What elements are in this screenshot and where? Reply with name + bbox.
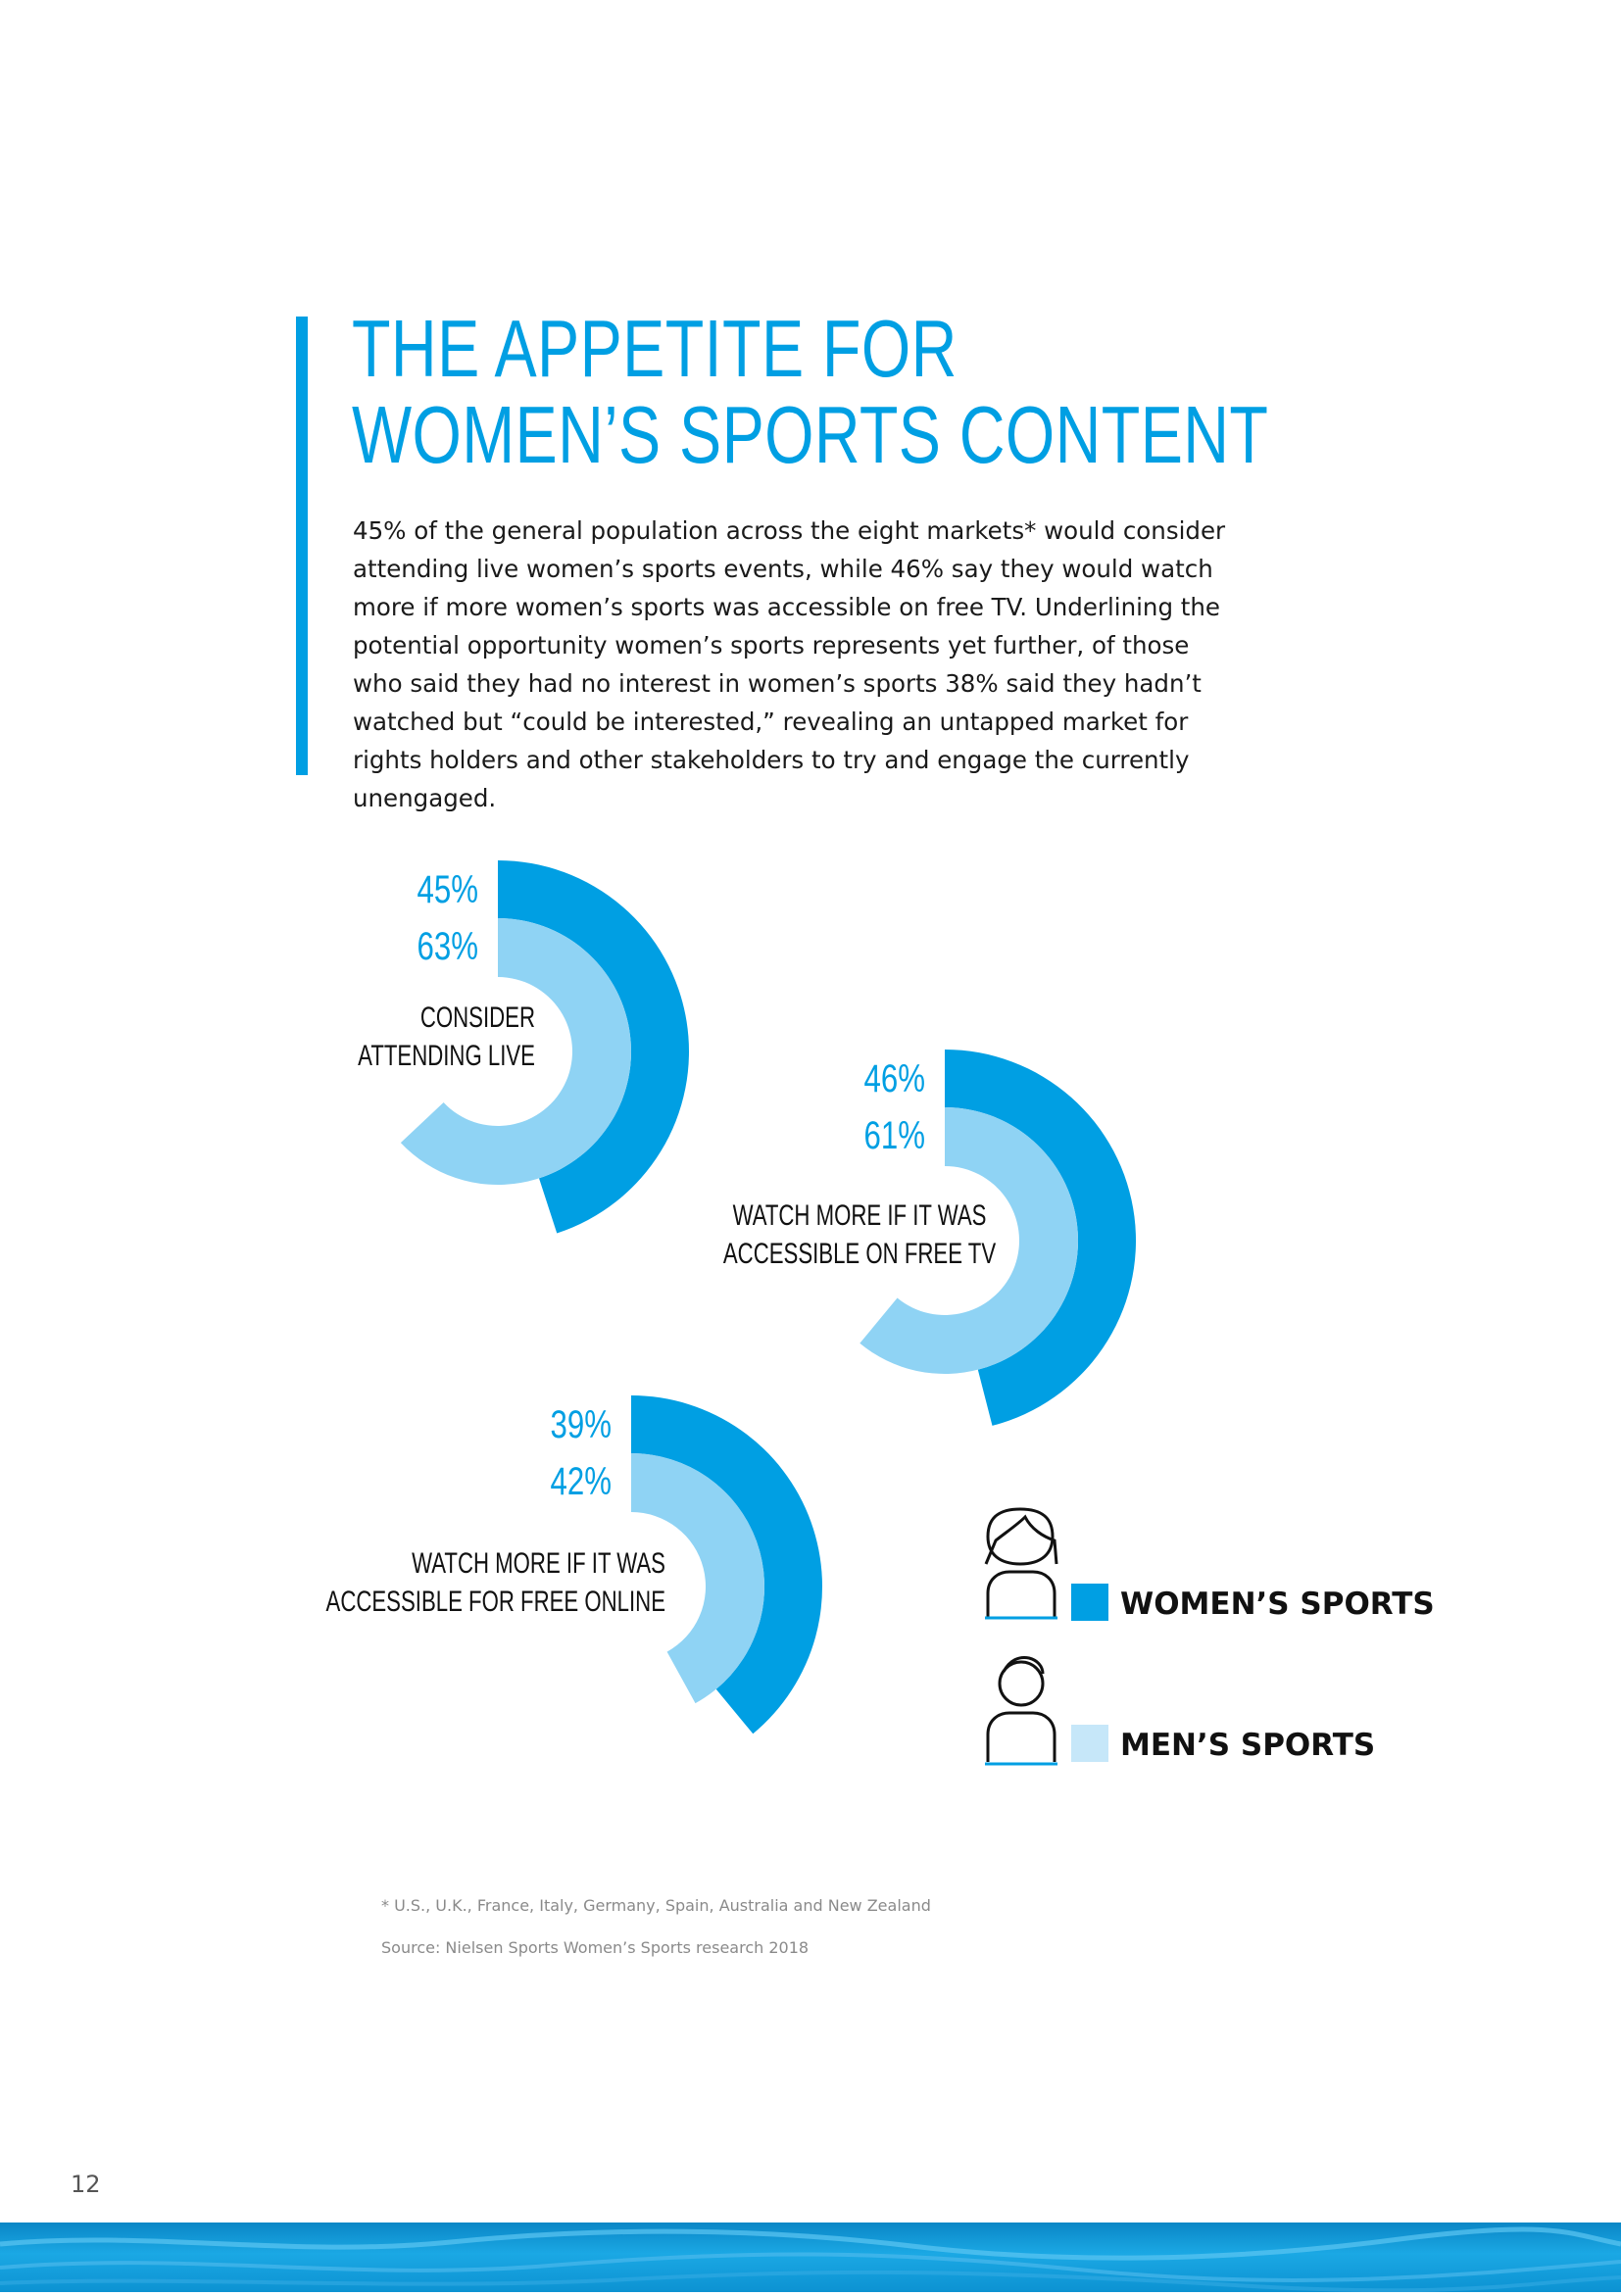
radial-chart-1: 45% 63% CONSIDER ATTENDING LIVE — [358, 860, 689, 1234]
category-label-line: ACCESSIBLE FOR FREE ONLINE — [326, 1585, 665, 1618]
category-label-line: WATCH MORE IF IT WAS — [412, 1546, 665, 1580]
man-head — [998, 1660, 1045, 1707]
legend-label-mens: MEN’S SPORTS — [1120, 1728, 1375, 1763]
arc-mens-sports — [400, 918, 631, 1185]
arc-mens-sports — [631, 1453, 764, 1704]
legend-label-womens: WOMEN’S SPORTS — [1120, 1587, 1435, 1622]
category-label-line: CONSIDER — [420, 1001, 535, 1034]
value-label-mens: 42% — [551, 1459, 612, 1503]
page-title: THE APPETITE FOR WOMEN’S SPORTS CONTENT — [352, 303, 1269, 480]
man-body — [986, 1711, 1056, 1762]
intro-paragraph: 45% of the general population across the… — [353, 516, 1226, 812]
radial-chart-2: 46% 61% WATCH MORE IF IT WAS ACCESSIBLE ON … — [723, 1050, 1136, 1426]
woman-head — [986, 1507, 1055, 1566]
footer-wave-band — [0, 2223, 1621, 2293]
value-label-womens: 45% — [418, 867, 478, 911]
page-number: 12 — [71, 2171, 101, 2198]
value-label-womens: 46% — [864, 1056, 925, 1100]
legend-swatch-mens — [1071, 1725, 1108, 1762]
man-hair — [1002, 1656, 1045, 1675]
radial-chart-3: 39% 42% WATCH MORE IF IT WAS ACCESSIBLE FOR… — [326, 1395, 823, 1734]
arc-womens-sports — [945, 1050, 1136, 1426]
title-accent-bar — [296, 317, 308, 775]
legend-swatch-womens — [1071, 1584, 1108, 1621]
category-label-line: WATCH MORE IF IT WAS — [733, 1198, 987, 1232]
title-line-2: WOMEN’S SPORTS CONTENT — [352, 389, 1269, 480]
value-label-womens: 39% — [551, 1402, 612, 1446]
arc-mens-sports — [860, 1107, 1078, 1374]
value-label-mens: 63% — [418, 924, 478, 968]
value-label-mens: 61% — [864, 1113, 925, 1157]
category-label-line: ATTENDING LIVE — [358, 1039, 535, 1072]
source-note: Source: Nielsen Sports Women’s Sports re… — [381, 1938, 810, 1957]
woman-icon — [984, 1507, 1058, 1617]
title-line-1: THE APPETITE FOR — [352, 303, 958, 394]
arc-womens-sports — [498, 860, 689, 1234]
arc-womens-sports — [631, 1395, 823, 1734]
man-icon — [986, 1656, 1056, 1762]
category-label-line: ACCESSIBLE ON FREE TV — [723, 1237, 997, 1270]
woman-hair — [984, 1514, 1058, 1565]
woman-body — [986, 1570, 1056, 1617]
chart-legend: WOMEN’S SPORTS MEN’S SPORTS — [984, 1507, 1435, 1766]
footnote: * U.S., U.K., France, Italy, Germany, Sp… — [381, 1896, 931, 1915]
